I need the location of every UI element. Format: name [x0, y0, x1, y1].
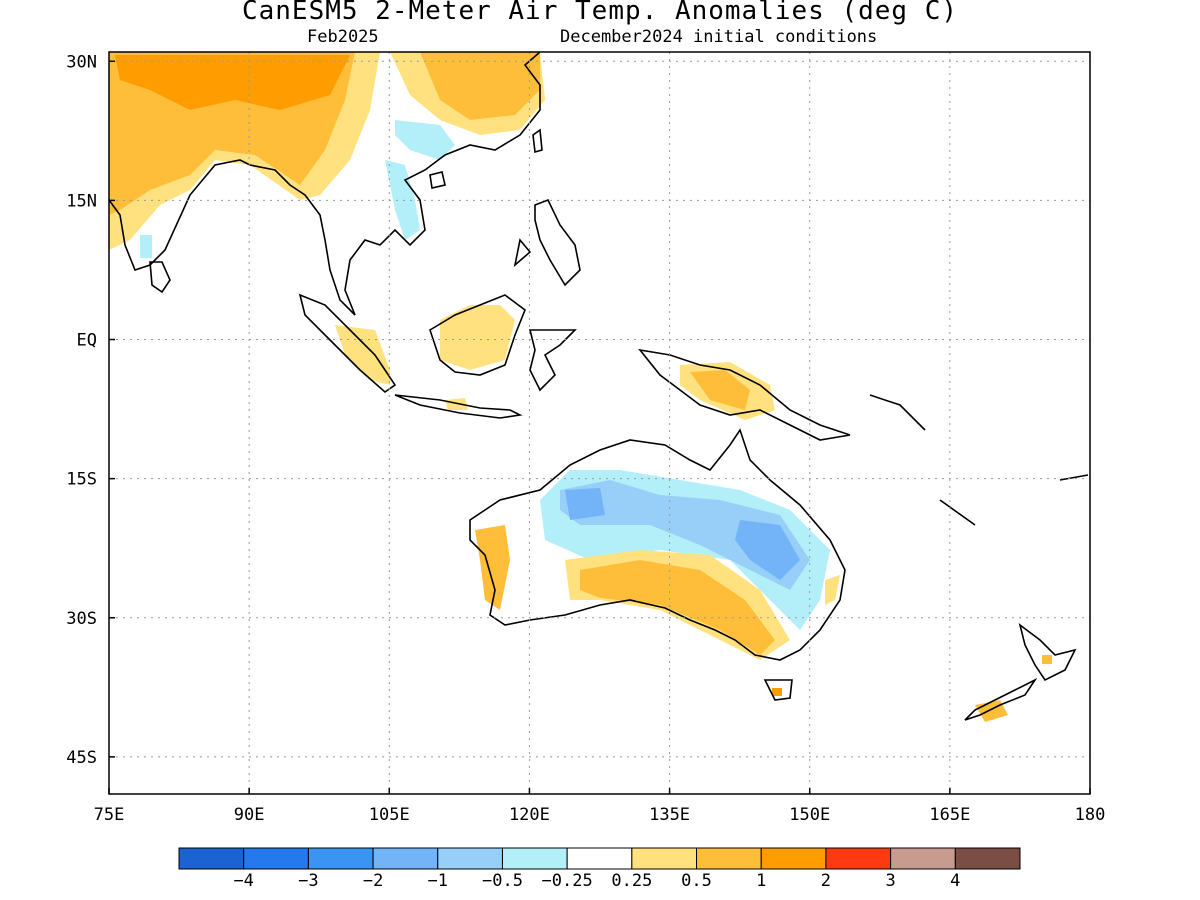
colorbar-swatch: [437, 847, 503, 870]
lon-tick-label: 150E: [789, 805, 830, 825]
coast-sri-lanka: [149, 261, 171, 294]
colorbar-label: −0.5: [482, 871, 523, 891]
lon-tick-label: 135E: [649, 805, 690, 825]
valid-month-label: Feb2025: [307, 27, 379, 47]
lon-tick-label: 90E: [234, 805, 265, 825]
coast-melanesia: [869, 394, 1089, 526]
colorbar-label: −1: [428, 871, 448, 891]
lon-tick-label: 75E: [94, 805, 125, 825]
coast-borneo: [429, 294, 526, 376]
coast-java: [394, 394, 523, 419]
shade-tibet-strong: [115, 55, 350, 110]
colorbar-label: 2: [821, 871, 831, 891]
coast-south-asia: [109, 52, 541, 316]
colorbar-label: 4: [950, 871, 960, 891]
map-frame: [108, 51, 1091, 795]
colorbar-swatch: [307, 847, 374, 870]
shade-nz-warm: [975, 655, 1052, 722]
colorbar-swatch: [566, 847, 633, 870]
lat-tick-label: 15N: [66, 191, 97, 211]
shade-aus-cool-mid: [560, 480, 810, 590]
shade-aus-east-warm: [825, 575, 840, 605]
colorbar-swatch: [243, 847, 309, 870]
coast-sulawesi: [528, 329, 577, 392]
lat-tick-label: 30N: [66, 52, 97, 72]
chart-title: CanESM5 2-Meter Air Temp. Anomalies (deg…: [241, 0, 959, 26]
coast-australia: [469, 428, 846, 661]
colorbar-swatch: [501, 847, 568, 870]
lat-tick-label: 45S: [66, 748, 97, 768]
coast-philippines: [513, 198, 581, 287]
coast-hainan: [429, 171, 446, 189]
lon-tick-label: 120E: [509, 805, 550, 825]
colorbar-label: −2: [363, 871, 383, 891]
colorbar-swatch: [760, 847, 827, 870]
colorbar-label: 0.25: [611, 871, 652, 891]
coast-taiwan: [532, 128, 543, 154]
shade-south-china-cool: [395, 120, 455, 160]
colorbar-swatch: [825, 847, 892, 870]
colorbar-label: −3: [298, 871, 318, 891]
colorbar-swatch: [178, 847, 245, 870]
lon-tick-label: 165E: [929, 805, 970, 825]
anomaly-shading: [109, 52, 1052, 722]
coast-sumatra: [298, 293, 397, 394]
colorbar-label: 1: [756, 871, 766, 891]
lon-tick-label: 105E: [369, 805, 410, 825]
lon-tick-label: 180: [1075, 805, 1106, 825]
shade-aus-warm: [580, 560, 775, 655]
shade-aus-cool-strong: [565, 488, 800, 580]
longitude-axis: 75E 90E 105E 120E 135E 150E 165E 180: [94, 788, 1106, 825]
coast-nz-north: [1018, 623, 1077, 682]
colorbar-swatch: [890, 847, 956, 870]
latitude-axis: 30N 15N EQ 15S 30S 45S: [66, 52, 115, 768]
coast-nz-south: [964, 677, 1038, 721]
shade-aus-west-warm: [475, 525, 510, 610]
lat-tick-label: EQ: [77, 331, 97, 351]
colorbar-swatch: [696, 847, 762, 870]
shade-indochina-cool: [385, 160, 420, 240]
shade-sumatra: [335, 325, 390, 385]
colorbar-swatch: [631, 847, 698, 870]
colorbar-swatch: [954, 847, 1021, 870]
coast-new-guinea: [638, 348, 851, 441]
shade-new-guinea: [690, 370, 750, 410]
colorbar-swatch: [372, 847, 439, 870]
coastlines: [109, 52, 1089, 721]
colorbar-label: −4: [233, 871, 253, 891]
colorbar-label: −0.25: [542, 871, 593, 891]
initial-conditions-label: December2024 initial conditions: [560, 27, 878, 47]
coast-tasmania: [763, 679, 793, 701]
colorbar: −4 −3 −2 −1 −0.5 −0.25 0.25 0.5 1 2 3 4: [178, 847, 1021, 891]
shade-tasmania-warm: [772, 688, 782, 696]
shade-sri-lanka-cool: [140, 235, 152, 258]
lat-tick-label: 30S: [66, 609, 97, 629]
shade-borneo: [440, 305, 515, 370]
lat-tick-label: 15S: [66, 470, 97, 490]
shade-china: [420, 52, 540, 120]
colorbar-label: 3: [885, 871, 895, 891]
colorbar-label: 0.5: [681, 871, 712, 891]
